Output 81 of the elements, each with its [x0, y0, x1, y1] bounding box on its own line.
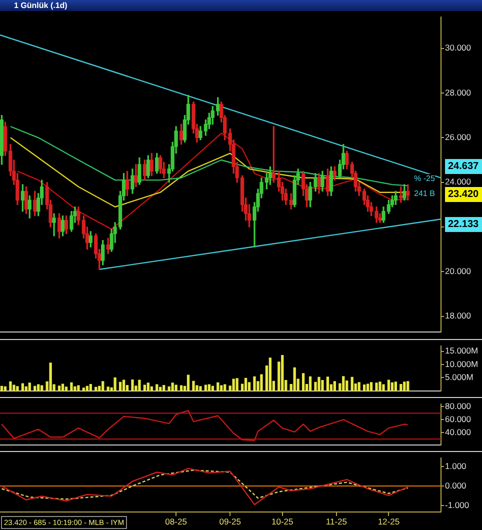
text: 23.420 [445, 187, 482, 202]
bar [293, 367, 296, 391]
y-tick-label: 24.000 [445, 176, 472, 187]
bar [370, 382, 373, 391]
x-tick-label: 08-25 [165, 516, 188, 526]
y-tick-label: 15.000M [445, 346, 478, 356]
line-series [1, 470, 408, 500]
bar [326, 376, 330, 391]
bar [281, 354, 284, 391]
bar [253, 376, 256, 391]
bar [16, 386, 19, 391]
y-tick-label: 0.000 [445, 480, 467, 490]
bar [403, 382, 406, 391]
y-tick-label: 28.000 [445, 87, 472, 98]
bar [37, 384, 40, 391]
bar [260, 374, 263, 391]
y-tick-label: 30.000 [445, 42, 472, 53]
y-tick-label: 60.000 [445, 414, 472, 424]
x-tick-label: 10-25 [272, 516, 294, 526]
y-tick-label: 10.000M [445, 358, 478, 369]
bar [342, 376, 345, 391]
x-tick-label: 12-25 [378, 516, 400, 526]
bar [375, 382, 378, 391]
bar [156, 384, 158, 391]
y-tick-label: 20.000 [445, 266, 472, 276]
chart-title: 1 Günlük (.1d) [0, 0, 482, 11]
bar [394, 382, 398, 391]
y-tick-label: 1.000 [445, 460, 467, 471]
bar [12, 384, 16, 391]
bar [28, 382, 31, 391]
bar [199, 386, 202, 391]
candlestick [52, 213, 56, 236]
text: 22.133 [445, 217, 482, 232]
bar [308, 376, 312, 391]
bar [186, 374, 190, 391]
bar [208, 384, 210, 391]
bar [244, 378, 248, 391]
y-tick-label: -1.000 [445, 500, 470, 510]
bar [321, 380, 324, 391]
bar [224, 384, 226, 391]
annotation: 241 B [414, 189, 435, 198]
bar [61, 384, 64, 391]
bar [236, 378, 238, 391]
bar [138, 380, 141, 391]
y-tick-label: 5.000M [445, 372, 474, 382]
y-tick-label: 80.000 [445, 401, 472, 412]
annotation: % -25 [414, 174, 435, 183]
bar [9, 381, 12, 391]
bar [366, 384, 370, 391]
bar [174, 384, 178, 391]
bar [268, 358, 272, 391]
bar [49, 362, 52, 391]
bar [406, 381, 410, 391]
bar [378, 382, 382, 391]
bar [102, 381, 104, 391]
x-tick-label: 09-25 [219, 516, 242, 526]
bar [77, 385, 80, 391]
x-tick-label: 11-25 [326, 516, 348, 526]
bar [106, 386, 110, 391]
bar [196, 385, 198, 391]
bar [318, 376, 320, 391]
bar [382, 384, 385, 391]
y-tick-label: 18.000 [445, 310, 472, 321]
y-tick-label: 40.000 [445, 426, 472, 437]
text: 24.637 [445, 159, 482, 174]
bar [171, 382, 174, 391]
y-tick-label: 26.000 [445, 132, 472, 142]
bar [350, 376, 354, 391]
bar [74, 386, 76, 391]
bar [114, 377, 116, 391]
bar [358, 382, 360, 391]
bar [70, 382, 73, 391]
bar [192, 380, 195, 391]
bar [302, 373, 305, 391]
bar [131, 380, 134, 391]
bar [21, 383, 24, 391]
bar [168, 386, 170, 391]
bar [333, 381, 336, 391]
bar [248, 382, 251, 391]
bar [232, 378, 235, 391]
bar [146, 382, 150, 391]
